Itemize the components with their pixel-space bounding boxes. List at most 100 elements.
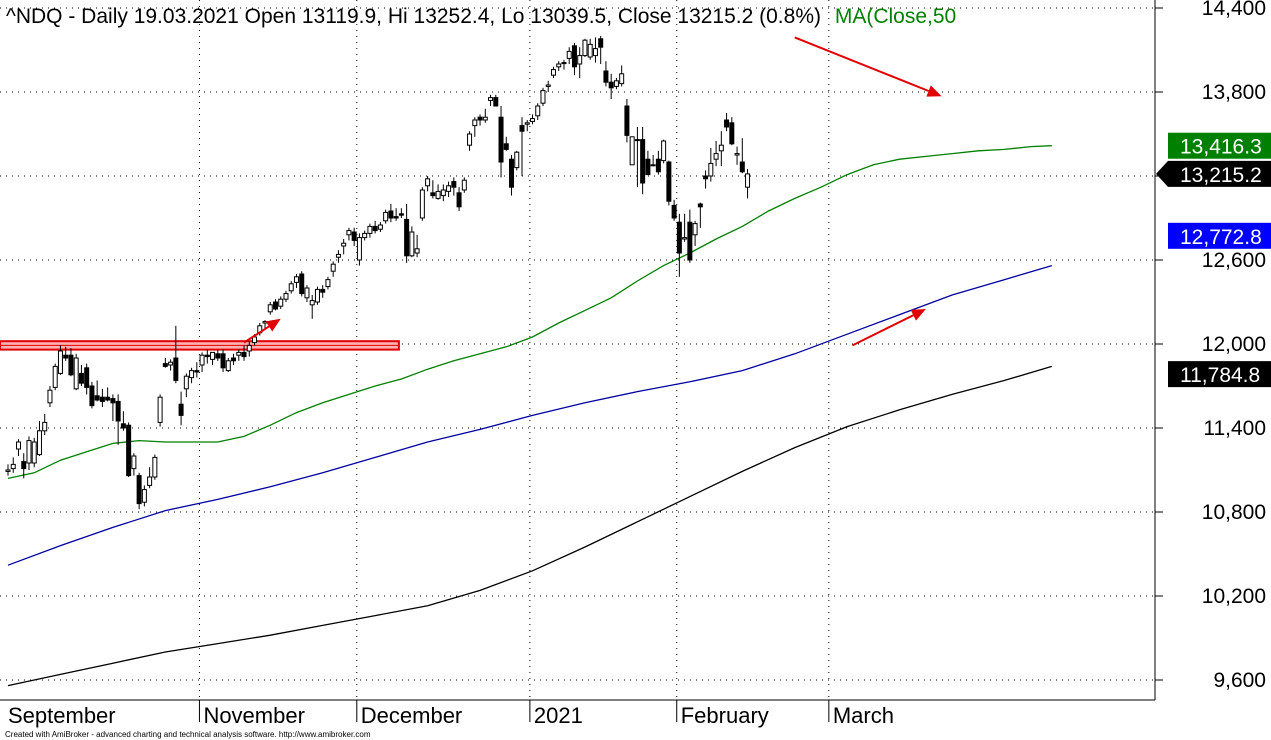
candle bbox=[398, 208, 404, 218]
candle bbox=[21, 453, 27, 479]
candle bbox=[89, 381, 95, 409]
candle bbox=[377, 222, 383, 232]
ma-line-3 bbox=[7, 365, 1052, 687]
candle-body bbox=[577, 55, 583, 65]
candle-body bbox=[10, 463, 16, 470]
resistance-zone bbox=[0, 340, 400, 351]
candle bbox=[456, 187, 462, 211]
candle-body bbox=[745, 173, 751, 188]
value-tag-box bbox=[1168, 132, 1271, 159]
candle bbox=[550, 66, 556, 78]
candle bbox=[131, 453, 137, 476]
candle bbox=[671, 199, 677, 221]
candle bbox=[409, 226, 415, 258]
candle-body bbox=[556, 63, 562, 68]
candle-body bbox=[519, 125, 525, 132]
candle-body bbox=[393, 216, 399, 219]
candle bbox=[577, 47, 583, 78]
date-axis: September November December 2021 February Mar… bbox=[0, 699, 1155, 728]
value-tag: 11,784.8 bbox=[1168, 361, 1271, 388]
candle-body bbox=[729, 122, 735, 145]
candle-body bbox=[84, 367, 90, 388]
candle bbox=[514, 150, 520, 171]
candle bbox=[231, 353, 237, 365]
candle bbox=[162, 358, 168, 368]
candle-body bbox=[231, 357, 237, 362]
candle-body bbox=[36, 430, 42, 456]
candle-body bbox=[241, 351, 247, 358]
candle-body bbox=[68, 354, 74, 376]
candle bbox=[467, 131, 473, 151]
candle bbox=[299, 271, 305, 297]
candle bbox=[36, 421, 42, 456]
candle-body bbox=[199, 354, 205, 366]
candle-body bbox=[73, 357, 79, 390]
candle bbox=[545, 80, 551, 92]
annotation-arrow bbox=[794, 36, 942, 97]
value-tag-label: 13,416.3 bbox=[1180, 136, 1262, 159]
candle bbox=[236, 349, 242, 361]
candle-body bbox=[493, 97, 499, 107]
candle-body bbox=[356, 237, 362, 261]
candle-body bbox=[430, 192, 436, 197]
candle-body bbox=[687, 221, 693, 261]
price-tick-label: 12,600 bbox=[1202, 249, 1266, 272]
candle-body bbox=[451, 181, 457, 188]
month-label: December bbox=[361, 703, 462, 728]
candle bbox=[530, 114, 535, 125]
candle bbox=[540, 87, 546, 106]
candle-body bbox=[383, 211, 389, 222]
candle bbox=[461, 177, 467, 193]
ma-line-2 bbox=[7, 264, 1052, 566]
candle bbox=[341, 239, 347, 255]
month-label: 2021 bbox=[534, 703, 583, 728]
candle bbox=[703, 170, 709, 189]
candle-body bbox=[661, 140, 667, 162]
ma-legend: MA(Close,50 bbox=[835, 5, 956, 28]
candle bbox=[692, 220, 698, 246]
candle bbox=[446, 181, 452, 197]
candle-body bbox=[126, 424, 132, 477]
candle-body bbox=[624, 105, 630, 136]
candle-body bbox=[645, 158, 651, 176]
arrow-shaft bbox=[794, 36, 929, 92]
candle bbox=[367, 223, 373, 238]
candle-body bbox=[131, 455, 137, 470]
candle-body bbox=[288, 283, 294, 292]
candle bbox=[393, 208, 399, 221]
candle-body bbox=[566, 50, 572, 59]
candle bbox=[173, 325, 179, 384]
candle bbox=[430, 180, 436, 199]
candle-body bbox=[115, 400, 121, 422]
candle bbox=[63, 346, 69, 361]
arrow-shaft bbox=[243, 325, 270, 344]
candle-body bbox=[498, 116, 504, 163]
candle-body bbox=[603, 70, 609, 83]
candle bbox=[293, 274, 299, 288]
candle bbox=[157, 394, 163, 427]
candle bbox=[666, 160, 672, 206]
candle bbox=[136, 472, 142, 510]
candle-body bbox=[446, 185, 452, 192]
candle-body bbox=[634, 139, 640, 142]
price-tick-label: 13,800 bbox=[1202, 81, 1266, 104]
candle bbox=[482, 108, 488, 123]
candle-body bbox=[204, 354, 210, 358]
candle bbox=[661, 139, 667, 164]
candle bbox=[587, 38, 593, 60]
candle-body bbox=[52, 365, 58, 388]
candle-body bbox=[183, 375, 189, 390]
candle-body bbox=[655, 158, 661, 173]
candle-body bbox=[304, 287, 310, 299]
candle bbox=[99, 388, 105, 407]
candle-body bbox=[734, 153, 740, 156]
candle-body bbox=[587, 43, 593, 58]
candle-body bbox=[388, 210, 394, 219]
candle-body bbox=[283, 293, 289, 300]
arrow-shaft bbox=[852, 314, 914, 347]
chart-title: ^NDQ - Daily 19.03.2021 Open 13119.9, Hi… bbox=[6, 5, 956, 28]
candle bbox=[5, 464, 11, 476]
candle bbox=[372, 220, 378, 234]
candle-body bbox=[105, 396, 111, 401]
candle bbox=[320, 285, 326, 298]
